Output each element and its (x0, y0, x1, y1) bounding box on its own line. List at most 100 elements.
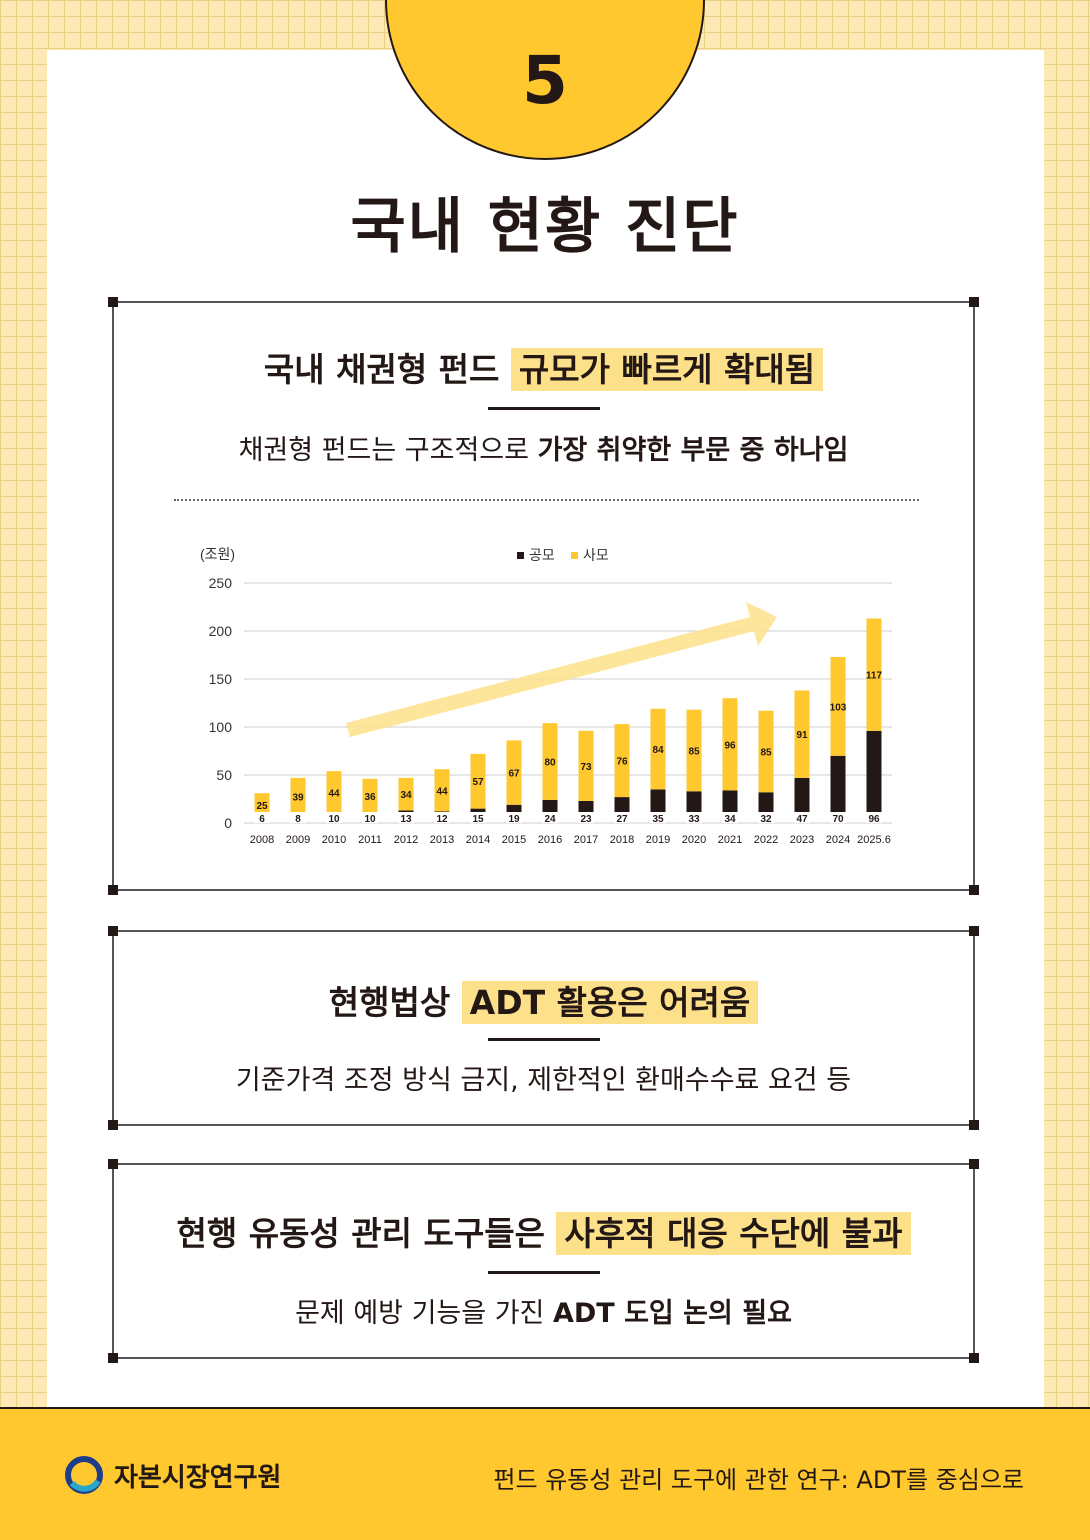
data-label-bg (362, 812, 378, 823)
data-label-private: 84 (652, 745, 664, 756)
data-label-bg (794, 812, 810, 823)
data-label-public: 96 (868, 814, 880, 825)
x-tick-label: 2013 (430, 834, 454, 846)
data-label-private: 36 (364, 792, 376, 803)
title-underline (488, 407, 600, 410)
bar-private (830, 656, 846, 756)
y-tick-label: 250 (209, 575, 233, 591)
data-label-bg (866, 812, 882, 823)
dotted-divider (174, 499, 919, 501)
data-label-bg (434, 812, 450, 823)
corner-marker (108, 885, 118, 895)
trend-arrow-icon (346, 602, 777, 737)
data-label-public: 34 (724, 814, 736, 825)
x-tick-label: 2010 (322, 834, 346, 846)
bar-private (254, 793, 270, 818)
x-tick-label: 2015 (502, 834, 526, 846)
corner-marker (969, 926, 979, 936)
data-label-private: 85 (688, 747, 700, 758)
bar-private (614, 724, 630, 798)
x-tick-label: 2017 (574, 834, 598, 846)
footer-bar (0, 1407, 1090, 1540)
data-label-private: 96 (724, 740, 736, 751)
x-tick-label: 2019 (646, 834, 670, 846)
box3-title: 현행 유동성 관리 도구들은 사후적 대응 수단에 불과 (114, 1207, 973, 1255)
data-label-bg (506, 812, 522, 823)
data-label-public: 27 (616, 814, 628, 825)
box1-title-highlight: 규모가 빠르게 확대됨 (510, 348, 824, 391)
data-label-bg (722, 812, 738, 823)
page-number: 5 (522, 42, 568, 119)
box2-title-plain: 현행법상 (328, 983, 462, 1022)
bar-public (794, 777, 810, 823)
data-label-public: 13 (400, 814, 412, 825)
bar-private (362, 778, 378, 814)
corner-marker (969, 1120, 979, 1130)
data-label-private: 103 (830, 702, 847, 713)
data-label-bg (254, 812, 270, 823)
corner-marker (108, 1353, 118, 1363)
y-tick-label: 150 (209, 671, 233, 687)
x-tick-label: 2018 (610, 834, 634, 846)
corner-marker (108, 1159, 118, 1169)
bar-private (686, 709, 702, 792)
bar-private (506, 740, 522, 805)
bar-private (326, 771, 342, 814)
title-underline (488, 1271, 600, 1274)
page-title: 국내 현황 진단 (350, 192, 740, 262)
y-tick-label: 0 (224, 815, 232, 831)
data-label-public: 10 (328, 814, 340, 825)
title-underline (488, 1038, 600, 1041)
legend-label-private: 사모 (583, 547, 609, 563)
bar-private (398, 777, 414, 811)
bar-private (290, 777, 306, 816)
x-tick-label: 2020 (682, 834, 706, 846)
data-label-private: 80 (544, 758, 556, 769)
bar-private (794, 690, 810, 778)
bar-private (434, 769, 450, 812)
data-label-private: 44 (436, 786, 448, 797)
data-label-bg (578, 812, 594, 823)
x-tick-label: 2012 (394, 834, 418, 846)
corner-marker (969, 297, 979, 307)
box1-title-plain: 국내 채권형 펀드 (263, 350, 511, 389)
legend-label-public: 공모 (529, 547, 555, 563)
chart-box: 국내 채권형 펀드 규모가 빠르게 확대됨 채권형 펀드는 구조적으로 가장 취… (108, 297, 979, 895)
box3-sub-plain: 문제 예방 기능을 가진 (295, 1298, 553, 1329)
data-label-bg (326, 812, 342, 823)
box2-title-highlight: ADT 활용은 어려움 (461, 981, 759, 1024)
data-label-bg (686, 812, 702, 823)
bar-private (470, 753, 486, 809)
y-axis-label: (조원) (200, 546, 235, 562)
bar-public (830, 755, 846, 823)
x-tick-label: 2008 (250, 834, 274, 846)
x-tick-label: 2011 (358, 834, 382, 846)
x-tick-label: 2016 (538, 834, 562, 846)
box3-subtitle: 문제 예방 기능을 가진 ADT 도입 논의 필요 (114, 1291, 973, 1330)
liquidity-tools-box: 현행 유동성 관리 도구들은 사후적 대응 수단에 불과 문제 예방 기능을 가… (108, 1159, 979, 1363)
corner-marker (108, 926, 118, 936)
data-label-public: 23 (580, 814, 592, 825)
y-tick-label: 50 (216, 767, 232, 783)
box3-title-highlight: 사후적 대응 수단에 불과 (556, 1212, 911, 1255)
box1-title: 국내 채권형 펀드 규모가 빠르게 확대됨 (114, 343, 973, 391)
data-label-public: 47 (796, 814, 808, 825)
box3-title-plain: 현행 유동성 관리 도구들은 (176, 1214, 557, 1253)
report-title: 펀드 유동성 관리 도구에 관한 연구: ADT를 중심으로 (493, 1466, 1024, 1494)
data-label-public: 70 (832, 814, 844, 825)
data-label-bg (470, 812, 486, 823)
x-tick-label: 2024 (826, 834, 850, 846)
data-label-bg (614, 812, 630, 823)
corner-marker (969, 1159, 979, 1169)
data-label-public: 10 (364, 814, 376, 825)
y-tick-label: 200 (209, 623, 233, 639)
adt-legal-box: 현행법상 ADT 활용은 어려움 기준가격 조정 방식 금지, 제한적인 환매수… (108, 926, 979, 1130)
data-label-public: 19 (508, 814, 520, 825)
data-label-public: 12 (436, 814, 448, 825)
corner-marker (108, 297, 118, 307)
box1-sub-plain: 채권형 펀드는 구조적으로 (238, 435, 538, 466)
data-label-private: 34 (400, 790, 412, 801)
corner-marker (969, 885, 979, 895)
x-tick-label: 2021 (718, 834, 742, 846)
data-label-bg (830, 812, 846, 823)
